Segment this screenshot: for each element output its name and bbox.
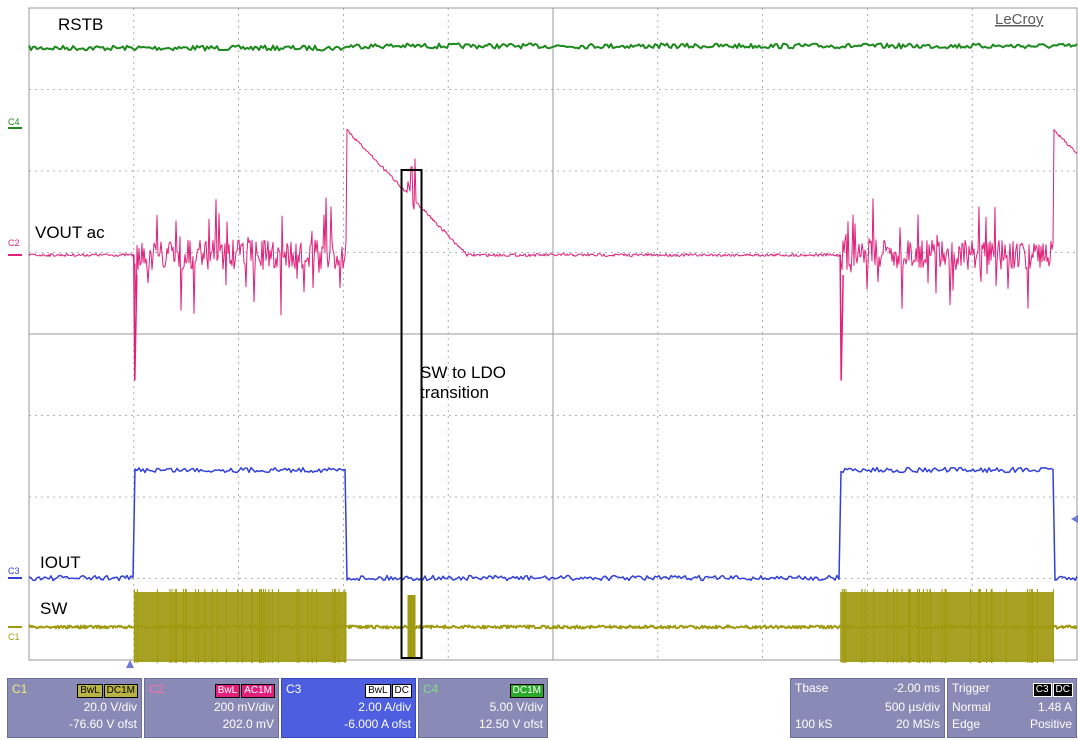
sw-transition-burst: [407, 595, 416, 657]
transition-label-line2: transition: [420, 383, 489, 402]
oscilloscope-display: LeCroy RSTB VOUT ac IOUT SW SW to LDO tr…: [8, 7, 1078, 668]
c3-tag-coupling: DC: [391, 684, 412, 698]
trigger-source-tag: C3: [1032, 683, 1052, 697]
c4-scale: 5.00 V/div: [489, 700, 543, 714]
vout-startup-spike: [839, 254, 844, 381]
trigger-box[interactable]: Trigger C3 DC Normal 1.48 A Edge Positive: [947, 678, 1077, 738]
vout-label: VOUT ac: [35, 223, 105, 242]
c3-offset: -6.000 A ofst: [344, 717, 411, 731]
c2-tag-bw: BwL: [214, 684, 241, 698]
sw-switching-burst: [133, 592, 347, 662]
trigger-level: 1.48 A: [1037, 700, 1072, 714]
timebase-box[interactable]: Tbase -2.00 ms 500 µs/div 100 kS 20 MS/s: [790, 678, 945, 738]
iout-label: IOUT: [40, 553, 81, 572]
c2-tag-coupling: AC1M: [241, 684, 275, 698]
c3-scale: 2.00 A/div: [358, 700, 411, 714]
trigger-label: Trigger: [952, 681, 990, 695]
channel-c1-box[interactable]: C1 BwL DC1M 20.0 V/div -76.60 V ofst: [7, 678, 142, 738]
transition-box-rect: [400, 169, 423, 659]
rstb-trace: [28, 42, 1078, 52]
channel-c4-box[interactable]: C4 DC1M 5.00 V/div 12.50 V ofst: [418, 678, 548, 738]
transition-label-line1: SW to LDO: [420, 363, 506, 382]
c1-marker: C1: [8, 632, 20, 642]
c1-tag-bw: BwL: [77, 684, 103, 698]
timebase-label: Tbase: [795, 681, 829, 695]
c2-offset: 202.0 mV: [222, 717, 274, 731]
channel-c4-name: C4: [423, 682, 439, 696]
channel-markers: C4 C2 C3 C1: [8, 117, 22, 642]
c1-tag-coupling: DC1M: [103, 684, 138, 698]
trigger-type: Edge: [952, 717, 981, 731]
c4-tag-coupling: DC1M: [509, 684, 544, 698]
c2-scale: 200 mV/div: [213, 700, 274, 714]
iout-trace: [28, 466, 1078, 582]
vout-startup-spike: [133, 254, 138, 381]
trigger-coupling-tag: DC: [1052, 683, 1073, 697]
trigger-mode: Normal: [952, 700, 991, 714]
c3-marker: C3: [8, 566, 20, 576]
channel-c1-name: C1: [12, 682, 28, 696]
c1-scale: 20.0 V/div: [83, 700, 137, 714]
trigger-level-marker: [1071, 515, 1078, 523]
channel-c3-box[interactable]: C3 BwL DC 2.00 A/div -6.000 A ofst: [281, 678, 416, 738]
timebase-rate: 20 MS/s: [895, 717, 940, 731]
timebase-offset: -2.00 ms: [893, 681, 940, 695]
sw-label: SW: [40, 599, 67, 618]
c4-offset: 12.50 V ofst: [478, 717, 543, 731]
c2-marker: C2: [8, 238, 20, 248]
channel-c2-name: C2: [149, 682, 165, 696]
c3-tag-bw: BwL: [365, 684, 391, 698]
transition-highlight-box: [400, 169, 423, 659]
waveform-traces: [28, 42, 1078, 663]
vout-trace: [28, 128, 1078, 316]
channel-c3-name: C3: [286, 682, 302, 696]
channel-c2-box[interactable]: C2 BwL AC1M 200 mV/div 202.0 mV: [144, 678, 279, 738]
c1-offset: -76.60 V ofst: [68, 717, 137, 731]
trigger-position-marker: [126, 660, 134, 668]
lecroy-logo: LeCroy: [995, 11, 1044, 28]
c4-marker: C4: [8, 117, 20, 127]
graticule-grid: [28, 7, 1078, 661]
rstb-label: RSTB: [58, 15, 103, 34]
timebase-samples: 100 kS: [795, 717, 833, 731]
timebase-per-div: 500 µs/div: [885, 700, 940, 714]
scope-status-panel: C1 BwL DC1M 20.0 V/div -76.60 V ofst C2 B…: [0, 672, 1078, 740]
sw-switching-burst: [840, 592, 1054, 662]
trigger-slope: Positive: [1029, 717, 1072, 731]
